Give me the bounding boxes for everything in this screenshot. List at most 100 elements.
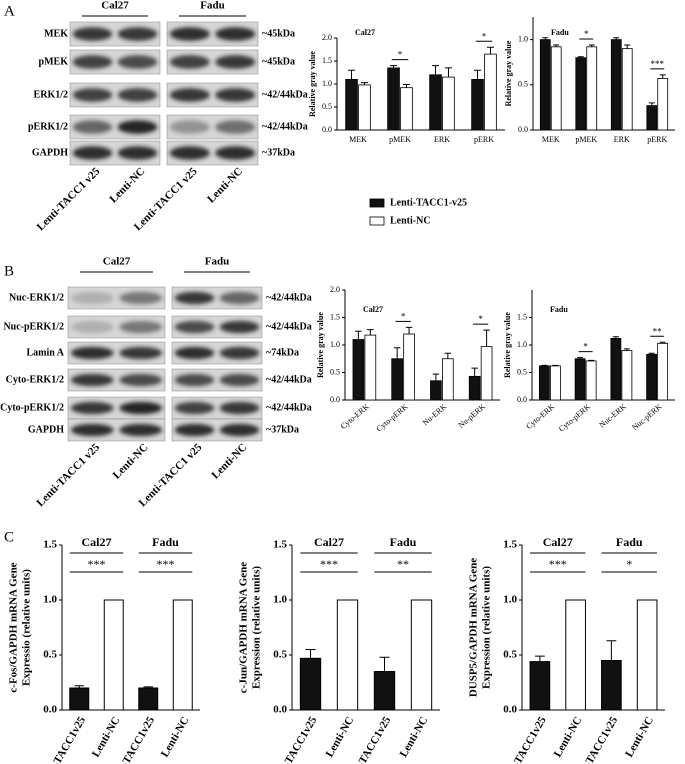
- y-axis-title: Relative gray value: [504, 40, 513, 106]
- x-tick-label: MEK: [349, 135, 367, 144]
- y-axis-title: Expression (relative units): [251, 566, 263, 689]
- significance-label: ***: [157, 557, 175, 571]
- error-bar: [474, 69, 482, 80]
- error-bar: [444, 67, 452, 78]
- blot-band: [174, 291, 215, 305]
- significance-label: **: [653, 326, 663, 336]
- error-bar: [402, 83, 410, 88]
- bar: [442, 358, 454, 401]
- bar: [585, 360, 597, 401]
- y-tick-label: 1.5: [273, 539, 287, 551]
- error-bar: [624, 44, 631, 49]
- error-bar: [444, 352, 452, 359]
- bar: [358, 84, 371, 131]
- blot-band: [215, 146, 256, 160]
- x-tick-label: pERK: [474, 135, 494, 144]
- x-tick-label: Lenti-NC: [159, 715, 192, 760]
- bar: [610, 39, 622, 131]
- blot-group-label: Cal27: [101, 0, 129, 12]
- y-axis-title: Relative gray value: [503, 312, 512, 378]
- blot-protein: ERK1/2: [34, 89, 68, 100]
- error-bar: [355, 330, 362, 340]
- blot-band: [215, 88, 256, 102]
- bar: [387, 67, 400, 131]
- error-bar: [471, 367, 478, 377]
- blot-band: [70, 373, 114, 387]
- y-axis-title: Expressio (relative units): [21, 569, 33, 686]
- bar: [601, 660, 622, 711]
- blot-band: [72, 88, 113, 102]
- lane-label: Lenti-NC: [209, 441, 249, 481]
- group-label: Cal27: [543, 535, 573, 549]
- bar: [471, 79, 484, 131]
- significance-label: *: [482, 31, 487, 41]
- blot-protein: GAPDH: [28, 424, 64, 435]
- x-tick-label: Nuc-ERK: [598, 402, 628, 430]
- error-bar: [606, 640, 617, 661]
- y-axis-title: Relative gray value: [316, 312, 325, 378]
- x-tick-label: Cyto-pERK: [375, 402, 410, 434]
- bar: [299, 657, 322, 711]
- blot-size: ~42/44kDa: [266, 374, 312, 385]
- x-tick-label: pMEK: [389, 135, 411, 144]
- blot-band: [174, 423, 215, 437]
- blot-band: [72, 27, 113, 41]
- bar: [172, 599, 193, 711]
- x-tick-label: MEK: [542, 135, 560, 144]
- blot-band: [169, 55, 210, 69]
- panel-label: C: [4, 529, 14, 545]
- blot-size: ~42/44kDa: [262, 121, 308, 132]
- y-tick-label: 0.5: [330, 367, 340, 376]
- chart-title: Cal27: [363, 305, 383, 314]
- lane-label: Lenti-NC: [205, 165, 245, 205]
- y-tick-label: 0.0: [330, 395, 340, 404]
- error-bar: [393, 347, 401, 359]
- blot-protein: Nuc-pERK1/2: [3, 321, 64, 332]
- blot-protein: Cyto-ERK1/2: [6, 374, 64, 385]
- blot-size: ~37kDa: [266, 424, 299, 435]
- blot-band: [70, 291, 114, 305]
- significance-label: *: [584, 29, 589, 39]
- blot-band: [119, 423, 163, 437]
- x-tick-label: Lenti-NC: [552, 715, 585, 760]
- y-tick-label: 1.5: [330, 312, 340, 321]
- x-tick-label: Cyto-ERK: [524, 402, 556, 431]
- bar: [373, 671, 396, 711]
- bar: [610, 337, 622, 401]
- legend-label: Lenti-NC: [390, 215, 431, 226]
- blot-band: [215, 120, 256, 134]
- blot-protein: Cyto-pERK1/2: [0, 402, 64, 413]
- blot-band: [219, 320, 260, 334]
- bar: [539, 39, 551, 131]
- bar: [391, 358, 403, 401]
- blot-protein: MEK: [44, 28, 68, 39]
- bar: [468, 375, 481, 401]
- bar: [442, 76, 455, 131]
- error-bar: [486, 46, 494, 55]
- y-axis-title: Relative gray value: [308, 51, 317, 117]
- significance-label: ***: [320, 557, 338, 571]
- bar: [69, 687, 90, 711]
- blot-size: ~42/44kDa: [262, 89, 308, 100]
- bar: [484, 53, 497, 131]
- blot-band: [219, 346, 260, 360]
- bar: [538, 365, 550, 401]
- bar: [103, 599, 124, 711]
- bar: [138, 687, 159, 711]
- y-axis-title: c-Jun/GAPDH mRNA Gene: [238, 562, 250, 694]
- error-bar: [348, 69, 356, 80]
- blot-band: [119, 346, 163, 360]
- x-tick-label: Lenti-NC: [398, 715, 431, 760]
- bar: [529, 661, 551, 711]
- error-bar: [405, 326, 413, 334]
- significance-label: ***: [549, 557, 567, 571]
- blot-band: [169, 120, 210, 134]
- y-tick-label: 1.5: [322, 56, 332, 65]
- significance-label: ***: [651, 59, 665, 69]
- blot-band: [215, 55, 256, 69]
- bar: [657, 342, 669, 401]
- x-tick-label: Lenti-NC: [623, 715, 656, 760]
- bar: [636, 599, 658, 711]
- significance-label: ***: [88, 557, 106, 571]
